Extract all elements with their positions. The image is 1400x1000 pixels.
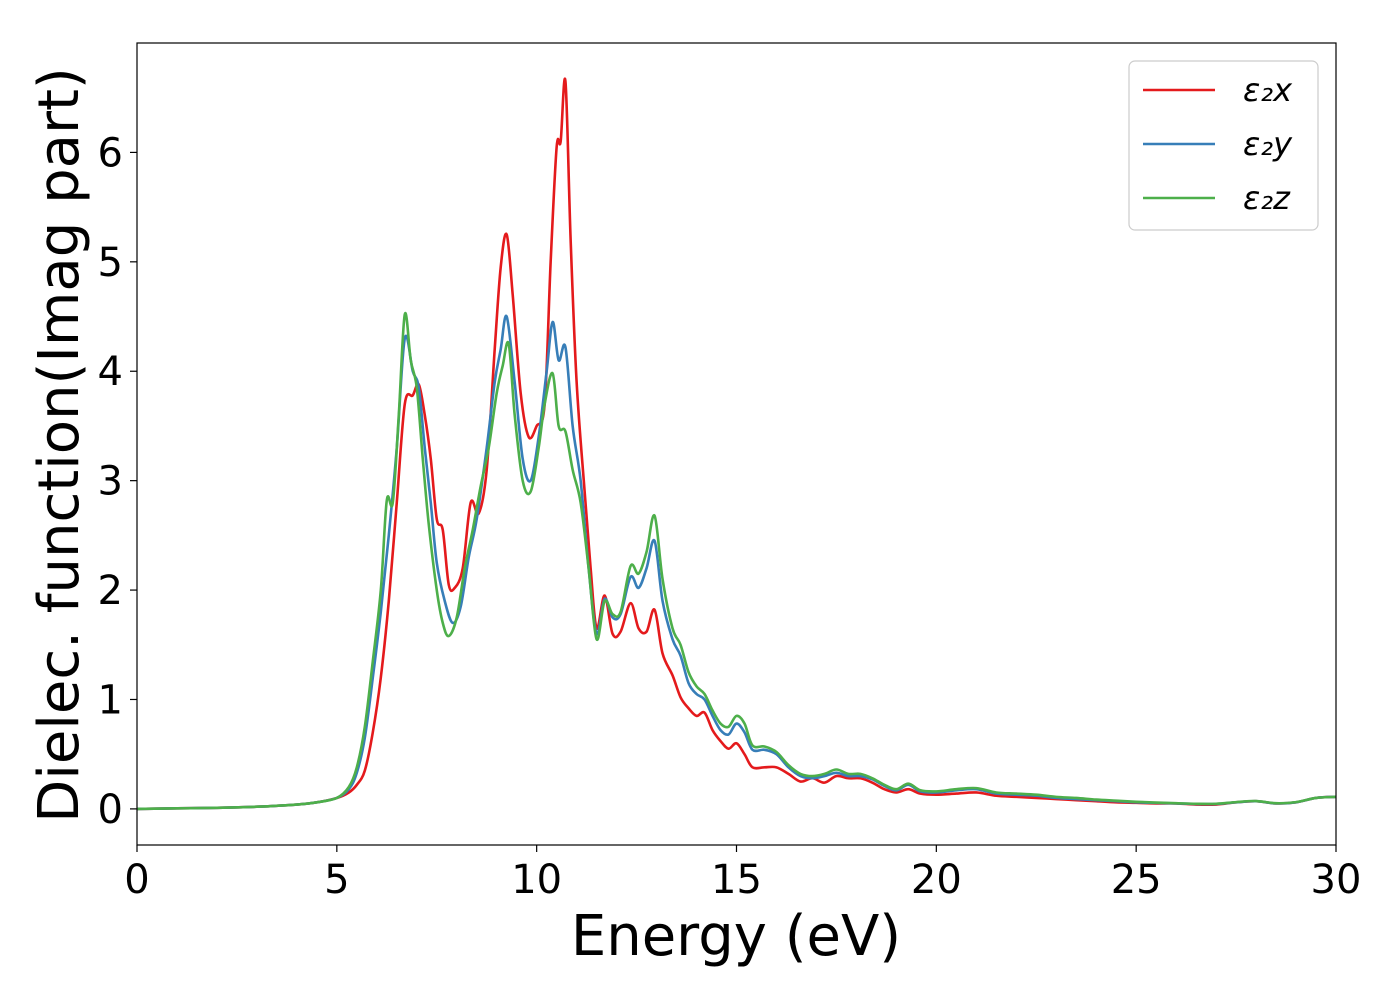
y-axis-label: Dielec. function(Imag part) (27, 67, 92, 823)
y-tick-label: 2 (98, 568, 123, 614)
legend-label-2: ε₂z (1243, 179, 1291, 217)
x-axis-label: Energy (eV) (571, 904, 901, 969)
series-line-2 (136, 311, 1337, 811)
x-tick-label: 0 (124, 857, 149, 903)
x-tick-label: 25 (1111, 857, 1162, 903)
y-tick-label: 1 (98, 677, 123, 723)
y-tick-label: 6 (98, 130, 123, 176)
legend-label-1: ε₂y (1243, 125, 1293, 163)
legend: ε₂x ε₂y ε₂z (1128, 60, 1319, 231)
y-tick-label: 0 (98, 787, 123, 833)
legend-box (1128, 60, 1319, 231)
x-tick-label: 5 (324, 857, 349, 903)
x-tick-label: 20 (911, 857, 962, 903)
y-axis-ticks: 0 1 2 3 4 5 6 (98, 130, 137, 833)
y-tick-label: 4 (98, 349, 123, 395)
y-tick-label: 5 (98, 240, 123, 286)
x-tick-label: 15 (711, 857, 762, 903)
legend-label-0: ε₂x (1243, 71, 1293, 109)
x-tick-label: 30 (1311, 857, 1362, 903)
x-axis-ticks: 0 5 10 15 20 25 30 (124, 845, 1361, 903)
y-tick-label: 3 (98, 459, 123, 505)
x-tick-label: 10 (511, 857, 562, 903)
plot-lines (136, 77, 1337, 811)
